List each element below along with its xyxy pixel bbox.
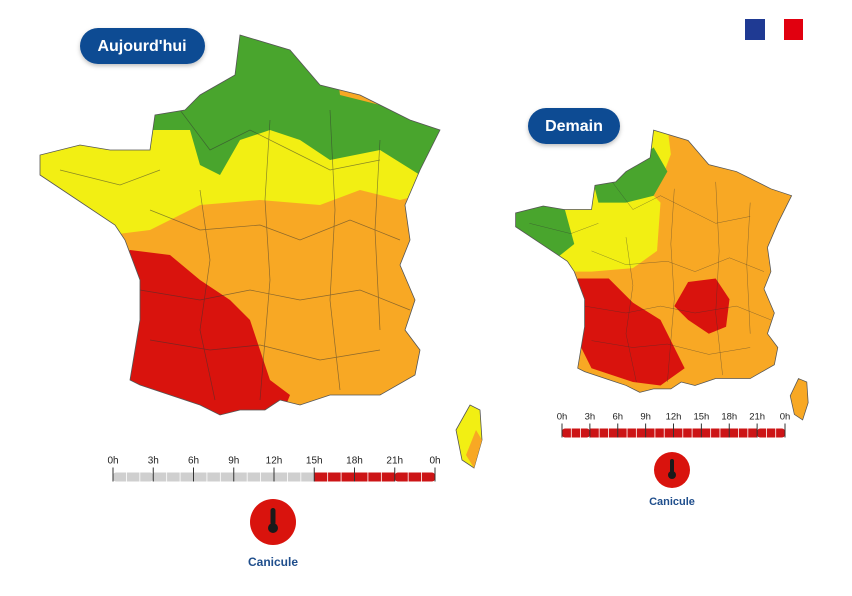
timeline-hour: 0h	[429, 456, 440, 467]
timeline-segment	[589, 428, 618, 438]
tomorrow-pill: Demain	[528, 108, 620, 144]
tomorrow-title: Demain	[545, 118, 603, 135]
timeline-hour: 18h	[346, 456, 363, 467]
timeline-hour: 12h	[666, 412, 682, 423]
timeline-hour: 3h	[585, 412, 596, 423]
timeline-segment	[314, 472, 355, 482]
timeline-segment	[757, 428, 785, 438]
timeline-hour: 21h	[749, 412, 765, 423]
timeline-hour: 9h	[228, 456, 239, 467]
timeline-segment	[153, 472, 194, 482]
flag	[745, 19, 803, 40]
hazard-label: Canicule	[649, 496, 695, 508]
timeline-segment	[113, 472, 154, 482]
timeline-hour: 21h	[386, 456, 403, 467]
timeline-segment	[193, 472, 234, 482]
hazard-label: Canicule	[248, 555, 298, 569]
timeline-today: 0h 3h 6h 9h 12h 15h 18h 21h 0h	[107, 456, 441, 482]
timeline-hour: 12h	[266, 456, 283, 467]
timeline-hour: 6h	[188, 456, 199, 467]
timeline-hour: 9h	[640, 412, 651, 423]
timeline-hour: 15h	[306, 456, 323, 467]
timeline-hour: 15h	[693, 412, 709, 423]
timeline-segment	[673, 428, 702, 438]
timeline-segment	[274, 472, 315, 482]
timeline-segment	[562, 428, 590, 438]
today-pill: Aujourd'hui	[80, 28, 205, 64]
heat-icon-tomorrow: Canicule	[649, 452, 695, 508]
timeline-hour: 0h	[107, 456, 118, 467]
map-today	[39, 34, 483, 469]
timeline-segment	[729, 428, 758, 438]
timeline-hour: 0h	[780, 412, 791, 423]
timeline-segment	[233, 472, 274, 482]
timeline-hour: 0h	[557, 412, 568, 423]
today-title: Aujourd'hui	[97, 38, 186, 55]
timeline-hour: 18h	[721, 412, 737, 423]
timeline-segment	[645, 428, 674, 438]
timeline-tomorrow: 0h 3h 6h 9h 12h 15h 18h 21h 0h	[557, 412, 791, 438]
map-tomorrow	[515, 129, 809, 421]
timeline-hour: 3h	[148, 456, 159, 467]
timeline-hour: 6h	[612, 412, 623, 423]
timeline-segment	[617, 428, 646, 438]
timeline-segment	[701, 428, 730, 438]
timeline-segment	[354, 472, 395, 482]
heat-icon-today: Canicule	[248, 499, 298, 569]
timeline-segment	[394, 472, 435, 482]
